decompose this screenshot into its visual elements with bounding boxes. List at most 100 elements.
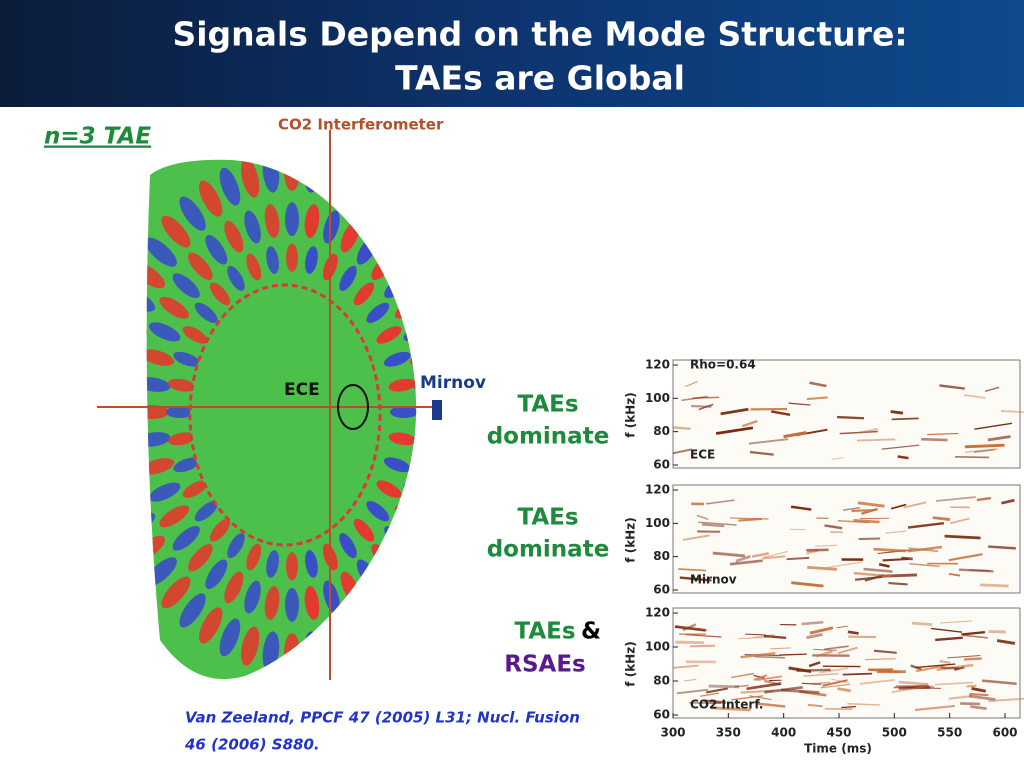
spectral-streak (964, 657, 982, 661)
mode-lobe (361, 180, 386, 217)
mode-lobe (376, 326, 402, 344)
mode-lobe (441, 457, 484, 482)
spectral-streak (969, 692, 989, 697)
mode-lobe (304, 204, 320, 238)
mode-lobe (161, 576, 191, 609)
spectral-streak (815, 544, 837, 547)
spectral-streak (859, 427, 878, 434)
mode-lobe (187, 544, 213, 572)
spectral-streak (1000, 498, 1015, 505)
mode-lobe (101, 342, 144, 367)
spectral-streak (901, 556, 913, 561)
spectral-streak (984, 386, 1000, 393)
spectral-streak (741, 419, 758, 428)
panel-label: CO2 Interf. (690, 698, 763, 712)
spectral-streak (788, 402, 811, 406)
mode-lobe (378, 593, 405, 628)
y-tick-label: 100 (645, 516, 670, 530)
y-tick-label: 100 (645, 640, 670, 654)
spectral-streak (981, 679, 1017, 685)
spectral-streak (763, 634, 787, 640)
spectral-streak (963, 394, 986, 399)
spectral-streak (677, 626, 708, 631)
panel-label: Mirnov (690, 573, 737, 587)
spectral-streak (865, 658, 896, 661)
mode-lobe (159, 505, 190, 528)
mode-lobe (388, 378, 417, 392)
x-axis-label: Time (ms) (804, 742, 872, 756)
spectral-streak (779, 653, 807, 656)
spectral-streak (914, 704, 955, 712)
mode-lobe (266, 550, 279, 578)
spectral-streak (731, 672, 755, 679)
mode-lobe (194, 501, 218, 522)
spectral-streak (935, 496, 976, 502)
spectral-streak (915, 664, 945, 673)
mode-lobe (227, 533, 245, 559)
spectral-streak (836, 625, 848, 629)
spectral-streak (955, 455, 990, 459)
spectral-streak (749, 695, 772, 701)
mode-lobe (353, 518, 375, 542)
mode-lobe (198, 180, 223, 217)
spectral-streak (685, 381, 698, 388)
mode-lobe (304, 586, 320, 620)
spectral-streak (796, 668, 831, 672)
mode-lobe (366, 302, 390, 323)
mode-lobe (173, 351, 201, 367)
mode-lobe (286, 243, 298, 272)
spectral-streak (780, 688, 820, 694)
core (188, 283, 382, 547)
spectral-streak (873, 547, 907, 553)
spectral-streak (974, 422, 1013, 430)
mode-lobe (323, 580, 340, 614)
mode-lobe (246, 543, 262, 571)
spectral-streak (678, 568, 707, 572)
spectral-streak (939, 659, 951, 664)
spectral-streak (888, 581, 908, 586)
y-tick-label: 120 (645, 606, 670, 620)
spectral-streak (807, 703, 823, 708)
mode-lobe (219, 167, 241, 206)
spectral-streak (960, 702, 981, 706)
spectral-streak (712, 551, 746, 558)
spectral-streak (734, 684, 749, 688)
mode-lobe (179, 593, 206, 628)
spectral-streak (970, 705, 987, 711)
spectral-streak (971, 687, 986, 693)
spectral-streak (754, 655, 785, 659)
annotation: dominate (487, 537, 610, 563)
spectral-streak (907, 522, 945, 529)
mode-lobe (407, 237, 417, 267)
spectral-streak (934, 681, 973, 686)
spectral-streak (689, 644, 716, 648)
spectral-streak (987, 435, 1011, 442)
spectral-streak (1000, 410, 1024, 414)
spectral-streak (806, 396, 828, 401)
mode-lobe (339, 533, 357, 559)
annotation: RSAEs (504, 652, 585, 678)
mode-lobe (167, 432, 196, 446)
interferometer-label: CO2 Interferometer (278, 116, 444, 134)
spectral-streak (976, 496, 992, 502)
spectral-streak (745, 633, 766, 636)
spectral-streak (672, 448, 692, 455)
spectral-streak (731, 695, 764, 701)
mode-lobe (266, 246, 279, 274)
spectral-streak (679, 576, 712, 582)
panel-label: Rho=0.64 (690, 358, 756, 372)
spectral-streak (921, 437, 948, 442)
spectral-streak (873, 649, 897, 654)
spectral-streak (966, 684, 977, 688)
mode-lobe (240, 159, 260, 198)
spectral-streak (791, 581, 824, 588)
mode-lobe (209, 282, 231, 306)
mode-lobe (205, 559, 228, 590)
mode-lobe (146, 487, 148, 508)
annotation: TAEs (514, 619, 575, 645)
spectral-streak (824, 645, 849, 651)
spectral-streak (973, 448, 996, 454)
spectral-streak (751, 552, 769, 558)
title-bar (0, 0, 1024, 107)
